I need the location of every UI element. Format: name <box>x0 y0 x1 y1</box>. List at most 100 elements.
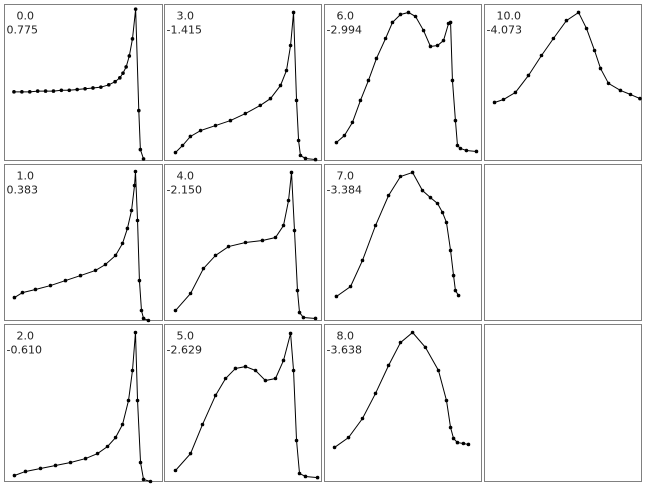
data-point <box>297 310 302 315</box>
data-point <box>346 435 351 440</box>
data-point <box>576 10 581 15</box>
data-point <box>358 98 363 103</box>
data-point <box>390 20 395 25</box>
data-point <box>297 471 302 476</box>
data-point <box>539 53 544 58</box>
data-point <box>93 268 98 273</box>
data-point <box>296 138 301 143</box>
data-point <box>188 291 193 296</box>
data-point <box>474 149 479 154</box>
data-point <box>226 244 231 249</box>
data-point <box>288 43 293 48</box>
data-point <box>120 241 125 246</box>
data-point <box>113 253 118 258</box>
data-point <box>453 288 458 293</box>
data-point <box>253 368 258 373</box>
data-point <box>233 366 238 371</box>
empty-panel <box>484 324 642 482</box>
data-point <box>106 83 111 87</box>
data-point <box>448 248 453 253</box>
data-point <box>292 228 297 233</box>
data-point <box>133 330 138 335</box>
panel-title: 3.0 <box>177 10 195 23</box>
data-point <box>386 193 391 198</box>
data-point <box>12 295 17 300</box>
data-point <box>551 36 556 41</box>
data-point <box>53 463 58 468</box>
panel: 1.00.383 <box>4 164 163 323</box>
panel-title: 7.0 <box>337 170 355 183</box>
data-point <box>129 208 134 213</box>
data-point <box>448 20 453 25</box>
panel: 7.0-3.384 <box>324 164 482 321</box>
data-point <box>360 258 365 263</box>
data-point <box>453 118 458 123</box>
data-point <box>133 169 138 174</box>
data-point <box>592 48 597 53</box>
panel-subtitle: -2.629 <box>167 344 202 357</box>
data-point <box>373 223 378 228</box>
data-point <box>23 469 28 474</box>
data-point <box>91 86 95 90</box>
data-point <box>135 398 140 403</box>
data-point <box>20 290 25 295</box>
data-point <box>135 218 140 223</box>
data-point <box>456 293 461 298</box>
data-point <box>348 284 353 289</box>
data-point <box>75 87 79 92</box>
data-point <box>273 235 278 240</box>
data-point <box>451 273 456 278</box>
data-point <box>188 134 193 139</box>
panel-subtitle: -1.415 <box>167 24 202 37</box>
panel-subtitle: -0.610 <box>7 344 42 357</box>
panel-frame <box>324 4 482 161</box>
panel-subtitle: -4.073 <box>487 24 522 37</box>
data-point <box>133 7 138 11</box>
data-point <box>113 79 117 84</box>
data-point <box>638 96 642 101</box>
data-point <box>398 340 403 345</box>
data-point <box>451 436 456 441</box>
data-point <box>360 416 365 421</box>
data-point <box>373 391 378 396</box>
data-point <box>441 38 446 43</box>
panel-title: 10.0 <box>497 10 522 23</box>
panel-frame <box>324 324 482 482</box>
data-point <box>48 283 53 288</box>
panel-frame <box>164 4 322 161</box>
panel: 8.0-3.638 <box>324 324 482 482</box>
panel-title: 6.0 <box>337 10 355 23</box>
data-point <box>243 111 248 116</box>
data-point <box>440 210 445 215</box>
data-point <box>243 240 248 245</box>
data-point <box>501 97 506 102</box>
panel-title: 5.0 <box>177 330 195 343</box>
panel: 5.0-2.629 <box>164 324 322 482</box>
panel-title: 0.0 <box>17 10 35 23</box>
data-point <box>628 92 633 97</box>
data-point <box>120 422 125 427</box>
panel: 6.0-2.994 <box>324 4 482 161</box>
data-point <box>428 195 433 200</box>
data-point <box>461 441 466 446</box>
data-point <box>105 444 110 449</box>
data-point <box>398 12 403 17</box>
data-point <box>139 308 144 313</box>
data-point <box>213 253 218 258</box>
panel-subtitle: -2.150 <box>167 184 202 197</box>
data-point <box>59 88 64 93</box>
data-point <box>448 425 453 430</box>
data-point <box>618 88 623 93</box>
panel-subtitle: -3.384 <box>327 184 362 197</box>
data-point <box>606 81 611 86</box>
data-line <box>336 171 460 297</box>
data-point <box>444 398 449 403</box>
data-point <box>303 474 308 479</box>
data-point <box>513 90 518 95</box>
data-point <box>444 220 449 225</box>
data-point <box>342 133 347 138</box>
data-point <box>295 288 300 293</box>
panel-title: 2.0 <box>17 330 35 343</box>
data-point <box>113 435 118 440</box>
data-point <box>33 287 38 292</box>
